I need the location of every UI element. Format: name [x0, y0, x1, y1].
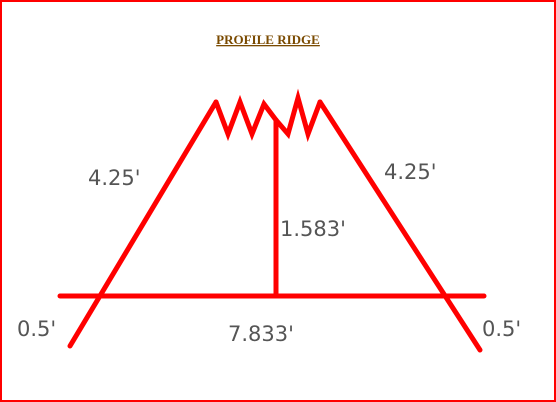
- left-overhang-label: 0.5': [17, 317, 56, 341]
- ridge-zigzag: [213, 88, 323, 143]
- right-rafter-label: 4.25': [384, 160, 437, 184]
- left-rafter-line: [67, 99, 219, 349]
- span-label: 7.833': [228, 322, 294, 346]
- height-label: 1.583': [280, 217, 346, 241]
- right-overhang-label: 0.5': [482, 317, 521, 341]
- diagram-title: PROFILE RIDGE: [216, 32, 320, 47]
- left-rafter-label: 4.25': [88, 166, 141, 190]
- right-rafter-line: [317, 99, 483, 353]
